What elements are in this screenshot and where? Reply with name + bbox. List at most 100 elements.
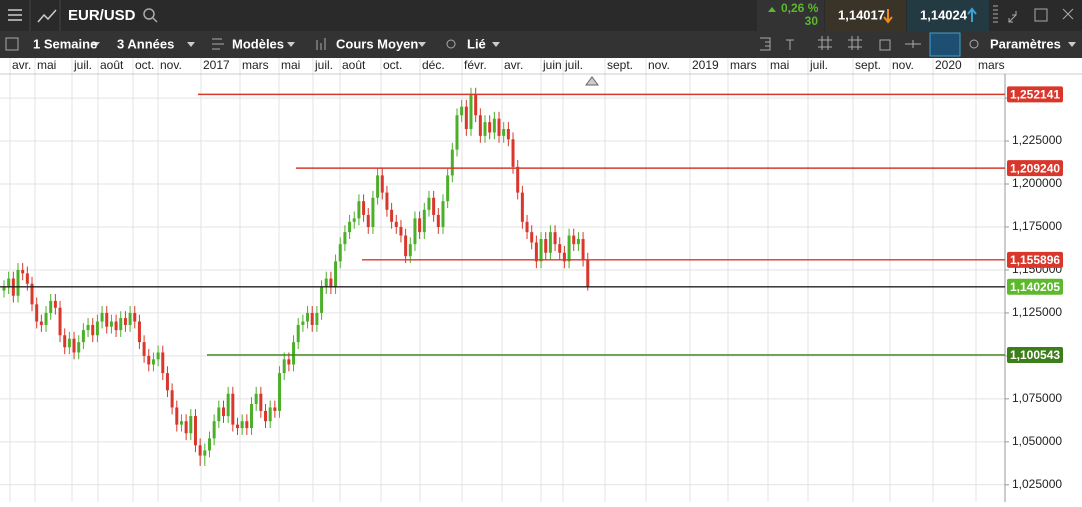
candle-body [21,269,25,274]
candle-body [301,321,305,325]
candle-body [151,359,155,365]
candle-body [86,324,90,331]
candle-body [544,239,548,253]
level-label-box [1007,278,1063,295]
interval[interactable]: 1 Semaine [33,36,97,51]
candle-body [432,197,436,215]
x-tick-label: nov. [648,58,670,72]
candle-body [63,335,67,348]
candle-body [175,407,179,425]
candle-body [404,235,408,257]
level-label: 1,209240 [1010,161,1060,175]
x-tick-label: mai [281,58,300,72]
candle-body [553,232,557,245]
candle-body [35,304,39,322]
x-tick-label: févr. [464,58,487,72]
y-tick-label: 1,075000 [1012,391,1062,405]
templates[interactable]: Modèles [232,36,284,51]
symbol[interactable]: EUR/USD [68,7,136,24]
level-label-box [1007,346,1063,363]
candle-body [586,259,590,288]
candle-body [245,421,249,429]
candle-body [530,232,534,243]
y-tick-label: 1,175000 [1012,219,1062,233]
candle-body [109,321,113,327]
candle-body [525,221,529,233]
candle-body [170,390,174,408]
candle-body [250,404,254,429]
x-tick-label: 2020 [935,58,962,72]
x-tick-label: oct. [135,58,154,72]
candle-body [123,318,127,325]
candle-body [292,342,296,365]
price-type[interactable]: Cours Moyen [336,36,418,51]
candle-body [30,283,34,305]
y-tick-label: 1,025000 [1012,477,1062,491]
ask[interactable]: 1,14024 [920,7,968,22]
menu-button[interactable] [8,9,22,21]
candle-body [394,221,398,227]
candle-body [469,94,473,130]
candle-body [474,94,478,116]
now-marker[interactable] [585,76,599,86]
toolbar-icons[interactable] [5,36,979,51]
candle-body [478,115,482,136]
x-tick-label: mars [242,58,269,72]
x-tick-label: 2019 [692,58,719,72]
candle-body [137,321,141,343]
range[interactable]: 3 Années [117,36,174,51]
candle-body [338,244,342,262]
x-tick-label: déc. [422,58,445,72]
up-arrow [768,7,776,12]
candle-body [455,115,459,150]
candle-body [282,359,286,374]
candle-body [226,393,230,417]
candle-body [212,421,216,439]
candle-body [581,239,585,260]
candle-body [464,106,468,130]
chart-icon[interactable] [37,9,57,23]
candle-body [324,278,328,288]
plot [0,58,1005,502]
x-tick-label: juin [542,58,562,72]
candle-body [502,129,506,136]
candle-body [203,450,207,456]
candle-body [562,252,566,262]
candle-body [329,278,333,288]
candle-body [105,312,109,327]
candle-body [520,192,524,222]
candle-body [548,232,552,253]
candle-body [511,139,515,167]
candle-body [44,312,48,325]
bid-box[interactable] [825,0,906,31]
bid[interactable]: 1,14017 [838,7,885,22]
candle-body [483,122,487,136]
bid-arrow [883,9,893,24]
candle-body [268,407,272,422]
candle-body [217,407,221,422]
candle-body [128,312,132,325]
candle-body [193,416,197,446]
candle-body [156,352,160,360]
candle-body [53,300,57,308]
window-icons[interactable] [993,5,1074,23]
active-tool[interactable] [929,32,961,57]
x-tick-label: juil. [73,58,92,72]
candle-body [221,407,225,417]
candle-body [25,273,29,284]
search-icon[interactable] [143,8,158,23]
candle-body [16,269,20,296]
level-label: 1,155896 [1010,253,1060,267]
candle-body [534,242,538,262]
candle-body [348,221,352,233]
candle-body [436,214,440,227]
candle-body [441,201,445,227]
x-tick-label: oct. [383,58,402,72]
ask-box[interactable] [907,0,989,31]
candle-body [2,287,6,291]
x-tick-label: nov. [160,58,182,72]
link[interactable]: Lié [467,36,486,51]
settings[interactable]: Paramètres [990,36,1061,51]
candle-body [334,261,338,288]
